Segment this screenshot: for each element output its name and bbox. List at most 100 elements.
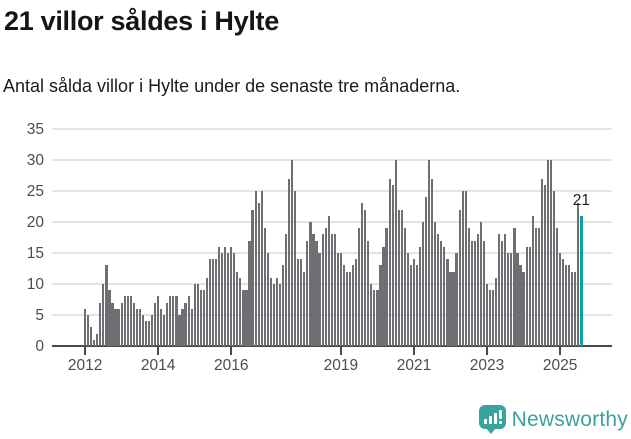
bar <box>452 271 455 346</box>
bar <box>571 271 574 346</box>
highlighted-bar <box>580 215 583 346</box>
bar <box>172 296 175 346</box>
bar <box>260 191 263 346</box>
bar <box>431 178 434 346</box>
bar <box>327 215 330 346</box>
bar <box>440 240 443 346</box>
bar <box>278 284 282 346</box>
bar <box>190 308 193 346</box>
bar <box>358 228 361 346</box>
bar <box>315 240 318 346</box>
bar <box>108 290 111 346</box>
bar <box>495 277 498 346</box>
bar <box>291 160 294 346</box>
bar <box>513 228 516 346</box>
bar <box>294 191 297 346</box>
bar <box>546 160 550 346</box>
bar <box>199 290 202 346</box>
bar <box>406 253 409 346</box>
bar <box>87 315 90 346</box>
bar <box>154 302 157 346</box>
bar <box>498 234 501 346</box>
bar <box>144 321 148 346</box>
bar <box>534 228 537 346</box>
bar <box>367 240 370 346</box>
bar <box>528 246 531 346</box>
bar <box>306 240 309 346</box>
bar <box>254 191 257 346</box>
bar <box>470 240 473 346</box>
bar <box>324 228 327 346</box>
bar <box>275 277 279 346</box>
bar <box>400 209 403 346</box>
x-tick <box>559 347 562 355</box>
chart-title: 21 villor såldes i Hylte <box>4 6 279 36</box>
x-axis-label: 2021 <box>396 357 432 374</box>
bar <box>376 290 379 346</box>
bar <box>418 246 422 346</box>
bar <box>501 240 504 346</box>
gridline <box>52 159 612 161</box>
bar <box>461 191 464 346</box>
x-axis-label: 2014 <box>140 357 176 374</box>
bar <box>537 228 540 346</box>
bar <box>437 234 440 346</box>
bar <box>574 271 577 346</box>
bar <box>568 265 571 346</box>
bar <box>364 209 367 346</box>
bar <box>257 203 260 346</box>
bar <box>318 253 321 346</box>
x-axis-label: 2025 <box>542 357 578 374</box>
x-axis-label: 2016 <box>214 357 249 374</box>
bar <box>138 308 141 346</box>
x-tick <box>339 347 342 355</box>
bar <box>446 259 449 346</box>
bar <box>312 234 315 346</box>
bar <box>516 253 519 346</box>
bar <box>266 253 269 346</box>
bar <box>227 253 230 346</box>
bar <box>467 228 470 346</box>
bar <box>519 265 522 346</box>
bar <box>333 234 336 346</box>
bar <box>114 308 117 346</box>
bar <box>269 277 272 346</box>
bar <box>272 284 275 346</box>
bar <box>181 308 184 346</box>
bar <box>150 315 154 346</box>
bar <box>248 240 251 346</box>
bar <box>348 271 352 346</box>
bar <box>577 203 580 346</box>
bar <box>178 315 181 346</box>
bar <box>157 296 160 346</box>
bar <box>297 259 300 346</box>
bar <box>221 253 224 346</box>
bar <box>540 178 543 346</box>
bar <box>202 290 205 346</box>
bar <box>300 259 303 346</box>
bar <box>288 178 291 346</box>
y-axis-label: 25 <box>26 182 44 200</box>
x-tick <box>486 347 489 355</box>
bar <box>187 296 190 346</box>
logo-bar-icon <box>489 416 492 424</box>
bar <box>504 234 507 346</box>
y-axis-label: 20 <box>26 213 44 231</box>
bar <box>236 271 239 346</box>
bar <box>102 284 105 346</box>
bar <box>373 290 376 346</box>
bar <box>492 290 495 346</box>
x-tick <box>157 347 160 355</box>
bar <box>482 240 486 346</box>
bar <box>214 259 218 346</box>
bar <box>525 246 528 346</box>
bar <box>531 215 534 346</box>
bar <box>559 253 562 346</box>
bar <box>281 265 285 346</box>
bar <box>147 321 151 346</box>
brand-name: Newsworthy <box>511 408 628 431</box>
bar <box>193 284 196 346</box>
gridline <box>52 221 612 223</box>
bar <box>421 222 425 346</box>
bar <box>321 234 324 346</box>
